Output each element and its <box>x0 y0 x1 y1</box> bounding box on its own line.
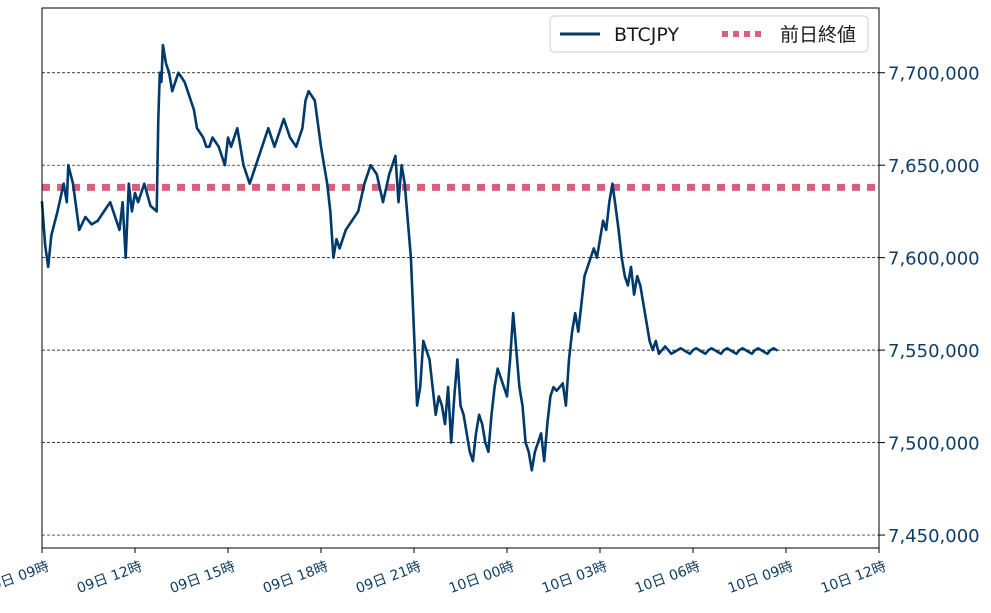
x-tick-label: 10日 03時 <box>540 559 609 597</box>
legend-label-btcjpy: BTCJPY <box>614 24 679 46</box>
x-tick-label: 09日 18時 <box>261 559 330 597</box>
y-axis: 7,450,000 7,500,000 7,550,000 7,600,000 7,65… <box>879 64 980 547</box>
btcjpy-line <box>40 43 779 472</box>
x-axis: 09日 09時 09日 12時 09日 15時 09日 18時 09日 21時 10日 0… <box>0 548 888 597</box>
y-tick-label: 7,550,000 <box>888 341 980 362</box>
legend-label-previous-close: 前日終値 <box>780 24 856 46</box>
y-tick-label: 7,600,000 <box>888 249 980 270</box>
legend-box <box>549 15 869 53</box>
series-line <box>40 43 779 472</box>
x-tick-label: 10日 09時 <box>726 559 795 597</box>
x-tick-label: 10日 06時 <box>633 559 702 597</box>
grid-lines <box>42 72 879 536</box>
x-tick-label: 09日 12時 <box>75 559 144 597</box>
y-tick-label: 7,500,000 <box>888 434 980 455</box>
y-tick-label: 7,650,000 <box>888 156 980 177</box>
x-tick-label: 10日 12時 <box>819 559 888 597</box>
x-tick-label: 10日 00時 <box>447 559 516 597</box>
x-tick-label: 09日 15時 <box>168 559 237 597</box>
y-tick-label: 7,700,000 <box>888 64 980 85</box>
x-tick-label: 09日 21時 <box>354 559 423 597</box>
legend: BTCJPY 前日終値 <box>549 15 869 53</box>
x-tick-label: 09日 09時 <box>0 559 51 597</box>
plot-frame <box>41 7 880 549</box>
y-tick-label: 7,450,000 <box>888 526 980 547</box>
